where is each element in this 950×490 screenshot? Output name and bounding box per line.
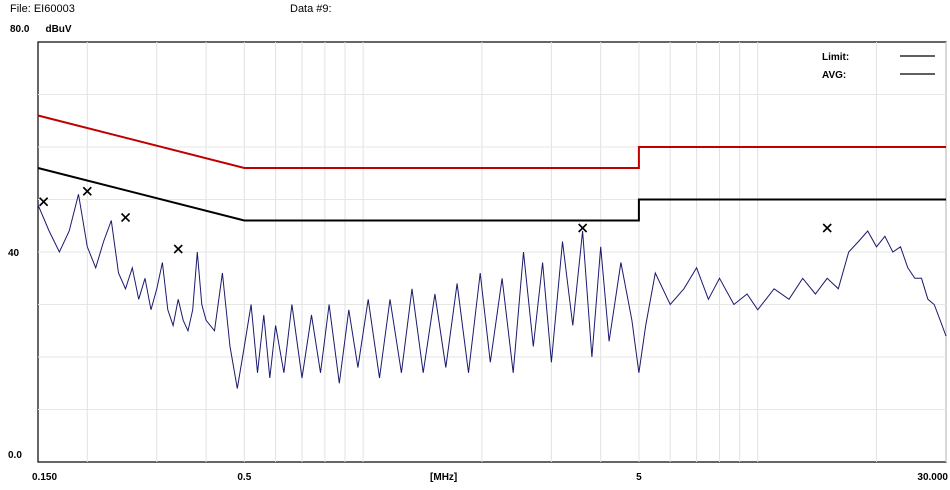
peak-marker [173, 244, 183, 254]
x-tick-label: 0.5 [237, 472, 251, 483]
legend: Limit: AVG: [822, 52, 935, 81]
y-top-value: 80.0 [10, 24, 30, 35]
x-tick-label: 0.150 [32, 472, 57, 483]
y-unit-label: dBuV [45, 24, 72, 35]
series-layer [37, 114, 947, 389]
measurement-trace [37, 194, 947, 389]
peak-marker [82, 186, 92, 196]
grid [38, 42, 947, 462]
marker-layer [39, 186, 832, 254]
limit-line-quasi-peak [37, 114, 946, 169]
x-axis-unit-label: [MHz] [430, 472, 457, 483]
x-tick-label: 30.000 [917, 472, 948, 483]
limit-line-average [37, 167, 946, 222]
tick-layer: 0.150 0.5 5 30.000 [MHz] 40 0.0 [8, 248, 948, 483]
peak-marker [578, 223, 588, 233]
file-label: File: EI60003 [10, 3, 75, 15]
peak-marker [120, 212, 131, 223]
legend-label: Limit: [822, 52, 849, 63]
peak-marker [39, 197, 49, 207]
peak-marker [822, 223, 832, 233]
x-tick-label: 5 [636, 472, 642, 483]
legend-label: AVG: [822, 70, 846, 81]
y-tick-label: 40 [8, 248, 20, 259]
y-axis-top-label: 80.0 dBuV [10, 24, 72, 35]
y-tick-label: 0.0 [8, 450, 22, 461]
data-label: Data #9: [290, 3, 332, 15]
